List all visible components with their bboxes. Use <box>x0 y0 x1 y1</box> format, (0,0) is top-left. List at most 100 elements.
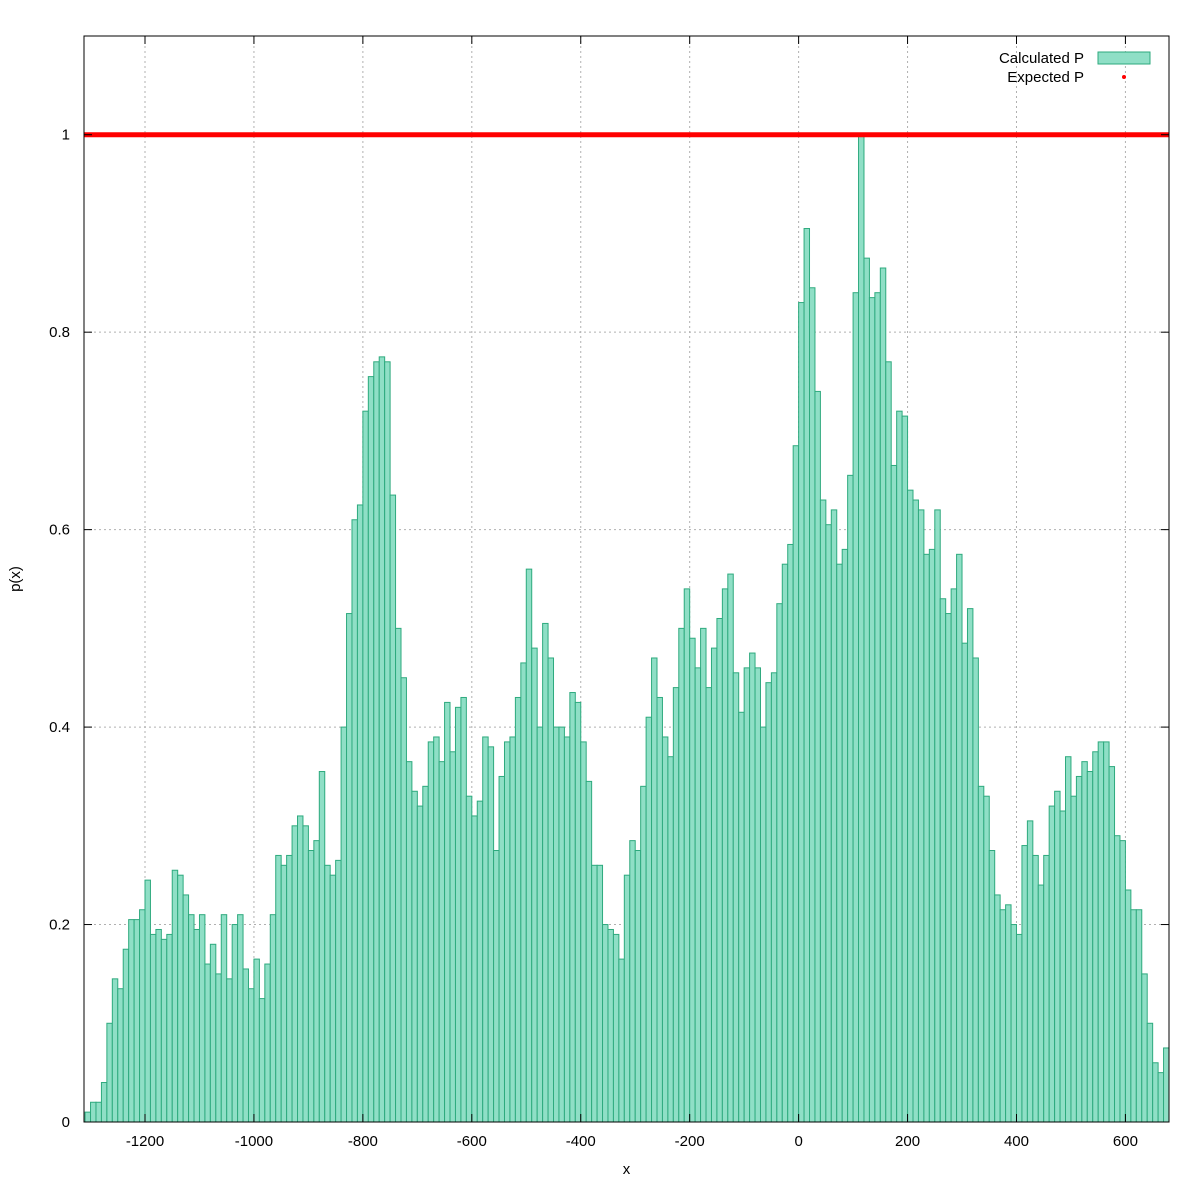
histogram-bar <box>100 1082 108 1123</box>
histogram-bar <box>776 603 783 1123</box>
histogram-bar <box>553 726 560 1123</box>
histogram-bar <box>950 588 958 1123</box>
histogram-bar <box>547 657 555 1123</box>
histogram-bar <box>373 361 380 1123</box>
histogram-bar <box>847 474 854 1123</box>
legend-label-calculated-p: Calculated P <box>999 50 1084 67</box>
histogram-bar <box>362 410 369 1123</box>
histogram-bar <box>1037 884 1045 1123</box>
histogram-bar <box>1026 820 1034 1123</box>
histogram-bar <box>493 850 500 1123</box>
y-tick-label: 0.2 <box>49 917 70 934</box>
histogram-bar <box>1075 775 1083 1123</box>
histogram-bar <box>340 726 348 1123</box>
histogram-bar <box>863 257 870 1123</box>
histogram-bar <box>264 963 271 1123</box>
histogram-bar <box>198 914 206 1123</box>
histogram-bar <box>607 928 614 1123</box>
histogram-bar <box>166 933 173 1123</box>
histogram-bar <box>983 795 990 1123</box>
histogram-bar <box>1157 1072 1165 1123</box>
histogram-bar <box>634 850 642 1123</box>
histogram-bar <box>602 924 609 1123</box>
legend-point-marker <box>1122 75 1126 79</box>
histogram-bar <box>819 499 827 1123</box>
histogram-bar <box>1043 854 1050 1123</box>
histogram-bar <box>836 563 843 1123</box>
histogram-bar <box>351 519 358 1123</box>
histogram-bar <box>531 647 538 1123</box>
histogram-bar <box>618 958 625 1123</box>
histogram-bar <box>329 874 337 1123</box>
histogram-bar <box>661 736 669 1123</box>
histogram-bar <box>966 608 974 1123</box>
histogram-bar <box>885 361 892 1123</box>
histogram-bar <box>798 302 805 1123</box>
histogram-bar <box>226 978 233 1123</box>
histogram-bar <box>122 948 130 1123</box>
histogram-bar <box>1021 845 1028 1123</box>
axis-ticks: -1200 -1000 -800 -600 -400 -200 0 200 400 600 0 0.2… <box>49 36 1169 1150</box>
histogram-bar <box>879 267 887 1123</box>
y-tick-label: 0.6 <box>49 522 70 539</box>
histogram-bar <box>1086 771 1094 1123</box>
y-axis-label: p(x) <box>7 566 24 592</box>
histogram-bar <box>318 771 326 1123</box>
legend-swatch-calculated-p <box>1097 51 1151 65</box>
histogram-bar <box>678 627 685 1123</box>
histogram-bar <box>1097 741 1105 1123</box>
histogram-bar <box>1048 805 1056 1123</box>
histogram-bar <box>1092 751 1099 1123</box>
histogram-bar <box>509 736 516 1123</box>
histogram-bar <box>520 662 527 1123</box>
histogram-bar <box>896 410 903 1123</box>
histogram-bar <box>934 509 941 1123</box>
histogram-bar <box>558 726 565 1123</box>
histogram-bar <box>411 790 418 1123</box>
histogram-bar <box>868 297 876 1123</box>
histogram-bar <box>1152 1062 1159 1123</box>
histogram-bar <box>623 874 631 1123</box>
histogram-bar <box>738 711 745 1123</box>
histogram-bar <box>209 943 217 1123</box>
histogram-bar <box>291 825 299 1123</box>
histogram-bar <box>427 741 435 1123</box>
histogram-bar <box>405 761 413 1123</box>
x-tick-label: -1000 <box>235 1133 273 1150</box>
histogram-bar <box>95 1101 102 1123</box>
histogram-bar <box>917 509 925 1123</box>
histogram-bar <box>160 938 168 1123</box>
histogram-bar <box>1119 840 1126 1123</box>
histogram-bar <box>596 864 604 1123</box>
histogram-bar <box>890 464 898 1123</box>
histogram-bar <box>640 785 647 1123</box>
histogram-bar <box>1103 741 1110 1123</box>
histogram-bar <box>220 914 228 1123</box>
histogram-bar <box>542 622 549 1123</box>
histogram-bar <box>759 726 767 1123</box>
legend-label-expected-p: Expected P <box>1007 69 1084 86</box>
x-tick-label: -600 <box>457 1133 487 1150</box>
histogram-bar <box>765 682 772 1123</box>
histogram-bar <box>215 973 222 1123</box>
histogram-bar <box>307 850 315 1123</box>
histogram-bar <box>656 696 663 1123</box>
histogram-bar <box>1114 835 1121 1123</box>
histogram-bar <box>111 978 119 1123</box>
histogram-bar <box>84 1111 92 1123</box>
histogram-bar <box>809 287 816 1123</box>
histogram-bar <box>754 667 761 1123</box>
histogram-bar <box>923 553 930 1123</box>
histogram-bar <box>117 988 124 1123</box>
histogram-bar <box>961 642 968 1123</box>
histogram-bar <box>830 509 838 1123</box>
y-tick-label: 1 <box>62 127 70 144</box>
histogram-bar <box>384 361 391 1123</box>
histogram-bar <box>1065 756 1072 1123</box>
histogram-bar <box>858 134 865 1123</box>
y-tick-label: 0.8 <box>49 324 70 341</box>
histogram-bar <box>389 494 397 1123</box>
histogram-bar <box>471 815 478 1123</box>
histogram-bar <box>231 924 239 1123</box>
